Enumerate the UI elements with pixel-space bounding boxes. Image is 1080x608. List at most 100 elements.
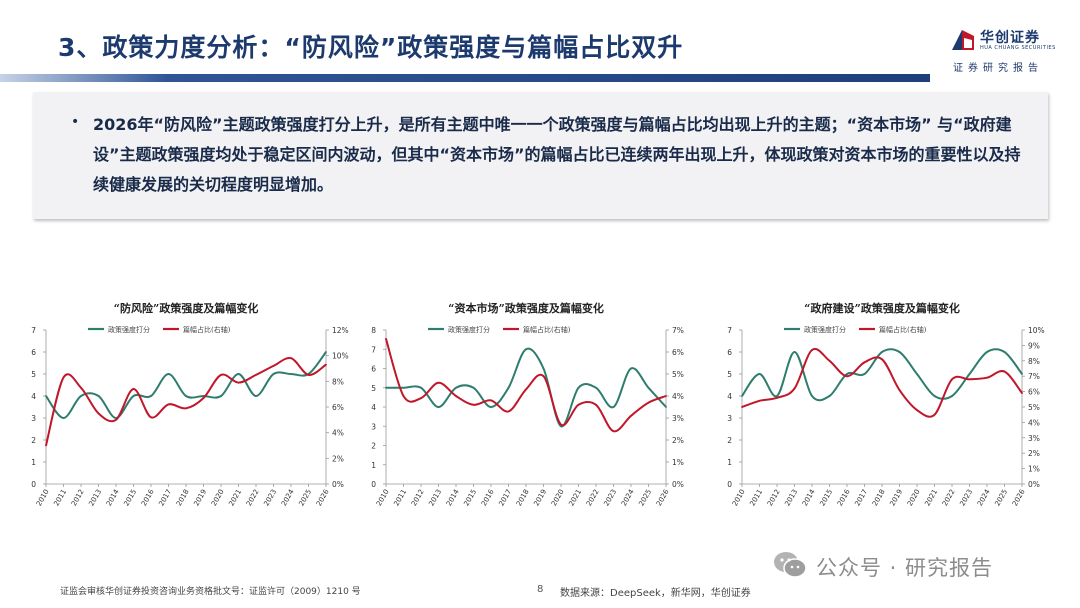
series-point-1-9 [542,375,545,378]
x-tick-label: 2017 [157,488,173,507]
x-tick-label: 2021 [923,488,939,507]
x-tick-label: 2024 [280,488,296,508]
x-tick-label: 2023 [602,488,618,507]
series-point-0-2 [776,395,778,397]
chart-title: “防风险”政策强度及篇幅变化 [114,301,259,315]
right-tick-label: 0% [1028,480,1040,489]
series-point-0-15 [647,386,650,389]
x-tick-label: 2020 [210,488,226,507]
series-point-0-13 [968,373,971,375]
right-tick-label: 8% [332,377,344,386]
legend-label-0: 政策强度打分 [804,325,846,334]
left-tick-label: 0 [31,480,36,489]
series-point-0-5 [132,395,135,397]
x-tick-label: 2011 [748,488,764,507]
series-point-1-0 [45,444,47,447]
series-point-1-6 [846,375,848,378]
title-rule [0,74,930,82]
series-point-1-5 [828,359,831,362]
logo-chinese-name: 华创证券 [980,30,1040,46]
left-tick-label: 2 [727,436,732,445]
page-number: 8 [537,584,544,595]
series-point-1-12 [595,403,597,406]
series-point-1-4 [455,395,457,397]
series-point-0-16 [665,406,667,408]
series-point-1-12 [255,374,257,376]
report-tag: 证券研究报告 [953,63,1043,74]
series-line-0 [386,347,667,428]
series-point-1-13 [272,365,275,367]
x-tick-label: 2025 [993,488,1009,507]
series-point-0-12 [951,395,953,397]
series-point-1-4 [115,418,117,421]
series-point-1-13 [612,430,615,433]
legend-label-0: 政策强度打分 [108,325,150,334]
left-tick-label: 2 [31,436,36,445]
series-point-0-13 [612,406,615,408]
series-point-0-9 [542,367,545,370]
x-tick-label: 2026 [1011,488,1027,508]
series-point-1-8 [525,388,527,391]
series-point-1-5 [132,388,135,390]
summary-bullet: • [71,114,80,130]
x-tick-label: 2022 [941,488,957,507]
series-point-1-14 [290,357,292,360]
series-point-1-2 [776,396,778,399]
x-tick-label: 2020 [550,488,566,507]
series-point-1-0 [741,406,743,408]
right-tick-label: 0% [332,480,344,489]
right-tick-label: 5% [672,370,684,379]
series-point-0-8 [525,348,527,351]
series-point-0-10 [220,395,222,397]
license-note: 证监会审核华创证券投资咨询业务资格批文号：证监许可（2009）1210 号 [60,587,361,597]
chart-ziben-shichang: “资本市场”政策强度及篇幅变化 政策强度打分 篇幅占比(右轴) 0 1 2 3 4 5 6 7 8 0%… [358,298,703,508]
series-point-0-6 [150,395,152,397]
series-point-0-9 [898,351,901,353]
series-point-0-14 [986,351,988,353]
chart-title: “政府建设”政策强度及篇幅变化 [804,301,960,315]
series-point-0-0 [45,395,47,397]
watermark: 公众号 · 研究报告 [772,548,1052,582]
left-tick-label: 3 [31,414,36,423]
left-tick-label: 5 [31,370,36,379]
series-point-1-16 [325,363,327,366]
series-point-1-13 [968,378,971,381]
x-tick-label: 2026 [315,488,331,508]
right-tick-label: 1% [672,458,684,467]
x-tick-label: 2012 [766,488,782,507]
series-point-1-15 [1003,370,1006,373]
right-tick-label: 4% [672,392,684,401]
series-point-1-6 [150,416,152,419]
right-tick-label: 12% [332,326,349,335]
series-point-1-15 [647,401,650,404]
series-point-0-14 [630,367,632,370]
series-point-0-5 [472,386,475,389]
right-tick-label: 3% [672,414,684,423]
series-point-1-10 [916,409,918,411]
series-point-1-4 [811,349,813,351]
series-point-1-6 [490,399,492,402]
x-tick-label: 2014 [105,488,121,508]
series-point-1-9 [202,397,205,399]
summary-text: 2026年“防风险”主题政策强度打分上升，是所有主题中唯一一个政策强度与篇幅占比… [93,115,1021,194]
x-tick-label: 2014 [801,488,817,508]
series-point-0-8 [185,395,187,397]
right-tick-label: 9% [1028,341,1040,350]
series-point-1-11 [933,413,936,416]
series-point-0-3 [793,351,796,353]
legend-label-1: 篇幅占比(右轴) [879,325,927,334]
x-tick-label: 2015 [462,488,478,507]
right-tick-label: 10% [332,352,349,361]
series-point-0-16 [1021,373,1023,375]
summary-box: • 2026年“防风险”主题政策强度打分上升，是所有主题中唯一一个政策强度与篇幅… [33,92,1048,219]
x-tick-label: 2011 [392,488,408,507]
series-point-1-2 [80,386,82,389]
right-tick-label: 8% [1028,357,1040,366]
x-tick-label: 2013 [87,488,103,507]
left-tick-label: 6 [31,348,36,357]
series-point-0-2 [420,386,422,389]
wechat-icon [774,552,807,578]
series-point-1-11 [577,403,580,406]
